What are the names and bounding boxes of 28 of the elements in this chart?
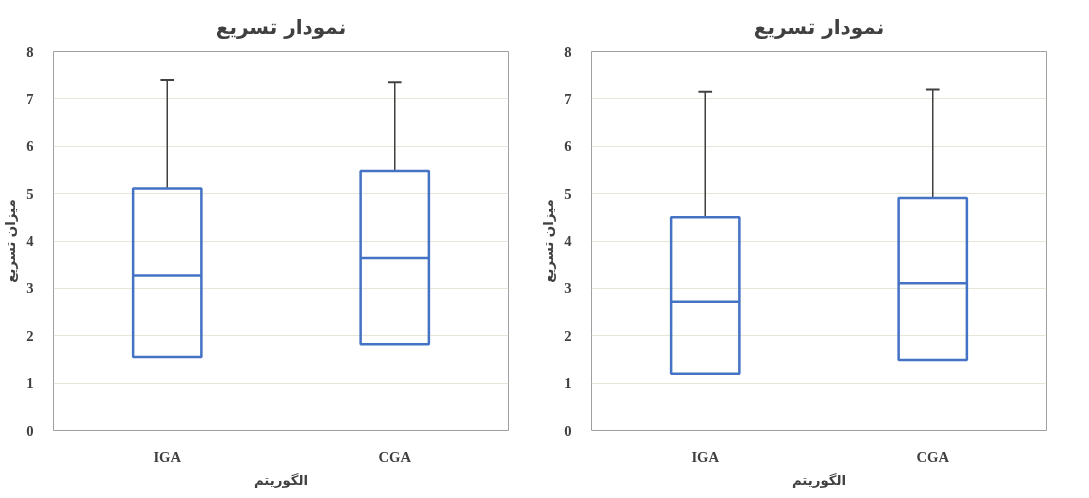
x-axis-title: الگوریتم — [791, 471, 847, 488]
chart-title: نمودار تسریع — [753, 15, 885, 39]
y-tick-label: 6 — [564, 138, 572, 155]
y-tick-label: 8 — [564, 43, 572, 60]
x-tick-label: IGA — [691, 448, 720, 465]
y-tick-label: 1 — [564, 375, 572, 392]
y-tick-label: 5 — [564, 185, 572, 202]
chart-title: نمودار تسریع — [215, 15, 347, 39]
x-tick-label: CGA — [916, 448, 950, 465]
x-tick-label: IGA — [153, 448, 182, 465]
y-tick-label: 3 — [564, 280, 572, 297]
y-tick-label: 4 — [564, 233, 573, 249]
y-tick-label: 3 — [26, 280, 34, 297]
y-tick-label: 0 — [564, 422, 572, 439]
x-tick-label: CGA — [378, 448, 412, 465]
y-tick-label: 1 — [26, 375, 34, 392]
x-axis-title: الگوریتم — [253, 471, 309, 488]
y-tick-label: 8 — [26, 43, 34, 60]
y-axis-title: میزان تسریع — [541, 199, 557, 283]
y-tick-label: 7 — [26, 90, 34, 107]
y-tick-label: 5 — [26, 185, 34, 202]
y-tick-label: 2 — [564, 327, 572, 344]
y-tick-label: 7 — [564, 90, 572, 107]
y-axis-title: میزان تسریع — [3, 199, 19, 283]
y-tick-label: 2 — [26, 327, 34, 344]
y-tick-label: 6 — [26, 138, 34, 155]
y-tick-label: 0 — [26, 422, 34, 439]
y-tick-label: 4 — [26, 233, 35, 249]
